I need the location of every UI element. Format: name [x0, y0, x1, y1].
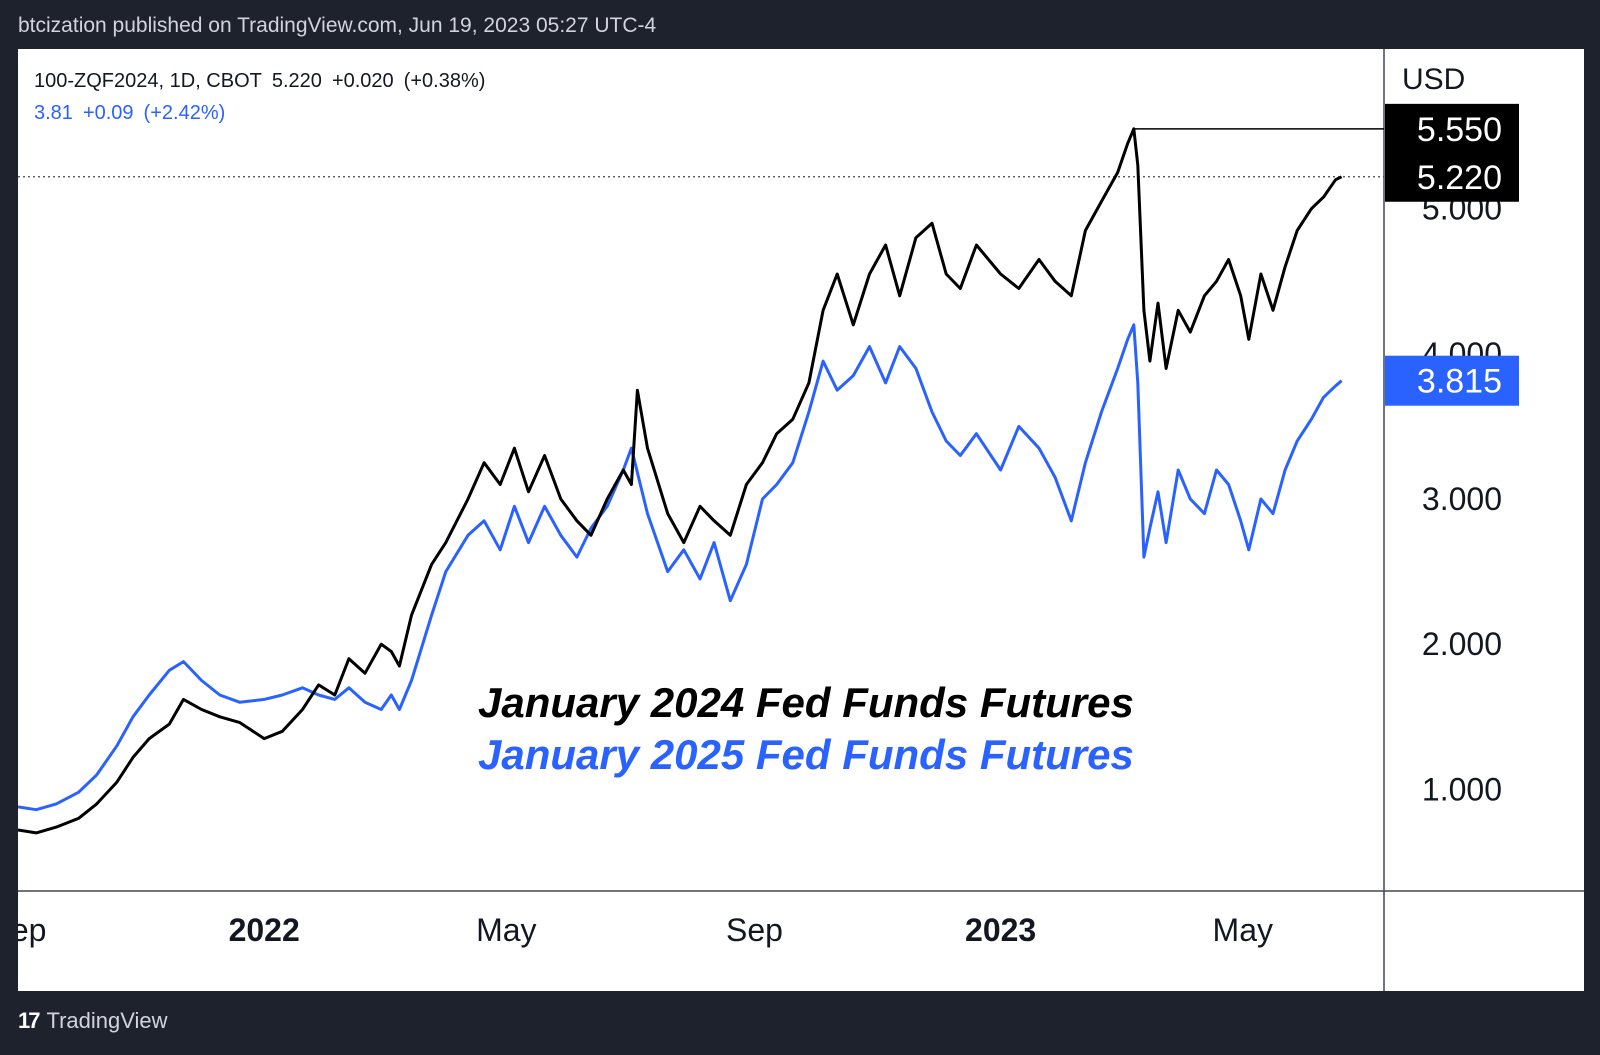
annotation-2025: January 2025 Fed Funds Futures [478, 731, 1134, 778]
legend-compare-series: 3.81 +0.09 (+2.42%) [34, 97, 485, 129]
price-labels: 5.550 5.220 3.815 [1385, 103, 1519, 406]
price-label-text: 5.550 [1417, 111, 1502, 149]
series-2024-line [18, 127, 1343, 835]
x-axis-ticks: Sep 2022 May Sep 2023 May [18, 912, 1273, 948]
annotation-2024: January 2024 Fed Funds Futures [478, 679, 1134, 726]
y-tick-label: 3.000 [1422, 481, 1502, 517]
compare-change: +0.09 [82, 102, 134, 124]
tradingview-logo-icon: 17 [18, 1008, 41, 1033]
chart-annotation: January 2024 Fed Funds Futures January 2… [478, 677, 1134, 781]
y-axis-unit: USD [1402, 63, 1465, 96]
series-2025-line [18, 323, 1343, 812]
legend-main-series: 100-ZQF2024, 1D, CBOT 5.220 +0.020 (+0.38%) [34, 65, 485, 97]
price-label-box [1385, 103, 1519, 154]
footer: 17 TradingView [18, 1008, 168, 1034]
y-tick-label: 2.000 [1422, 626, 1502, 662]
legend-symbol: 100-ZQF2024, 1D, CBOT [34, 70, 262, 92]
x-tick-label: 2023 [965, 912, 1036, 948]
legend: 100-ZQF2024, 1D, CBOT 5.220 +0.020 (+0.38%)… [34, 65, 485, 129]
publisher-header: btcization published on TradingView.com,… [18, 14, 657, 37]
price-label-box [1385, 151, 1519, 202]
compare-last: 3.81 [34, 102, 73, 124]
x-tick-label: 2022 [229, 912, 300, 948]
x-tick-label: May [1213, 912, 1273, 948]
x-tick-label: Sep [18, 912, 46, 948]
x-tick-label: May [476, 912, 536, 948]
price-label-box [1385, 355, 1519, 406]
legend-change: +0.020 [331, 70, 394, 92]
compare-change-pct: (+2.42%) [143, 102, 226, 124]
legend-last: 5.220 [271, 70, 322, 92]
legend-change-pct: (+0.38%) [403, 70, 486, 92]
footer-brand: TradingView [46, 1008, 168, 1033]
x-tick-label: Sep [726, 912, 783, 948]
y-tick-label: 1.000 [1422, 771, 1502, 807]
price-label-text: 5.220 [1417, 159, 1502, 197]
price-label-text: 3.815 [1417, 363, 1502, 401]
